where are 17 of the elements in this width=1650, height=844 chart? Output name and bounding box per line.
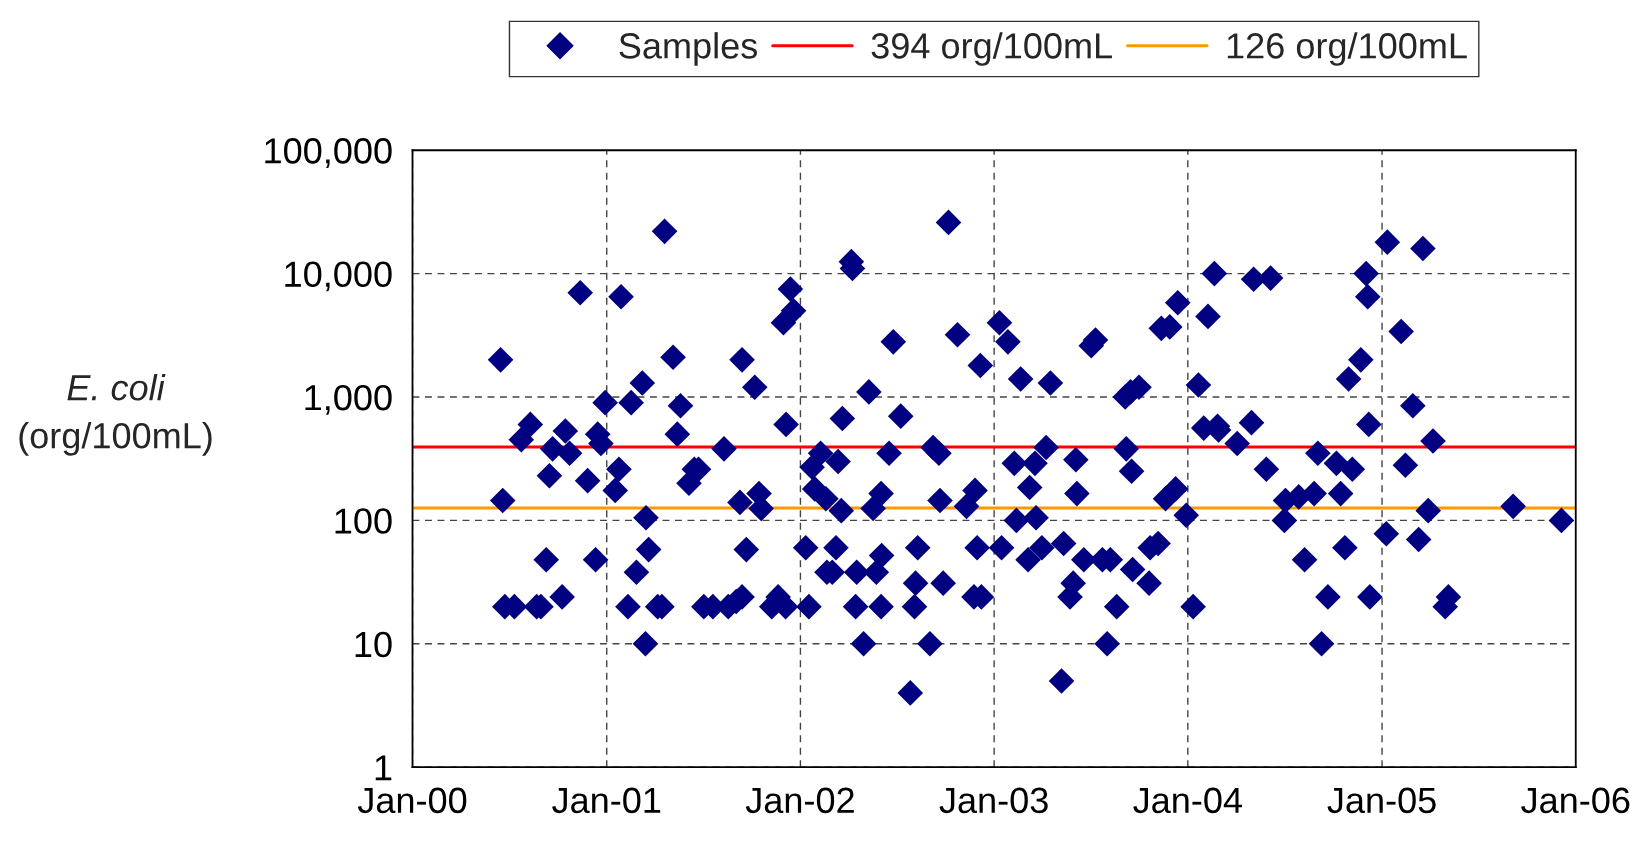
legend-label: 394 org/100mL — [871, 32, 1112, 66]
y-tick-label: 100,000 — [265, 138, 392, 168]
x-tick-label: Jan-06 — [1521, 787, 1630, 814]
x-tick-label: Jan-05 — [1327, 787, 1436, 814]
y-tick-label: 100 — [335, 508, 392, 534]
legend-label: Samples — [619, 32, 757, 66]
x-tick-label: Jan-04 — [1133, 787, 1242, 814]
y-axis-title: E. coli (org/100mL) — [19, 373, 212, 456]
y-tick-label: 10,000 — [285, 261, 392, 292]
y-tick-label: 1,000 — [305, 384, 392, 415]
y-tick-label: 10 — [355, 631, 392, 658]
legend-label: 126 org/100mL — [1227, 32, 1467, 66]
y-tick-label: 1 — [375, 755, 392, 781]
x-tick-label: Jan-01 — [552, 787, 661, 814]
x-tick-label: Jan-02 — [745, 787, 854, 814]
x-tick-label: Jan-00 — [357, 787, 467, 814]
x-tick-label: Jan-03 — [939, 787, 1048, 814]
